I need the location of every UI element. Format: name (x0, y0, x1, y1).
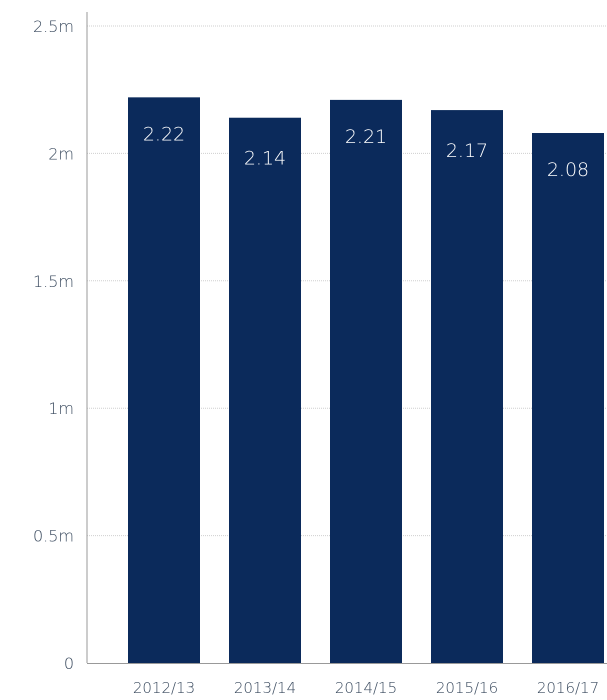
y-tick-label: 2.5m (33, 17, 74, 36)
bar-value-label: 2.21 (345, 126, 387, 148)
bar-value-label: 2.22 (143, 123, 185, 145)
bar-value-label: 2.14 (244, 148, 286, 170)
x-tick-label: 2012/13 (133, 679, 195, 697)
x-axis: 2012/13 2013/14 2014/15 2015/16 2016/17 (87, 663, 607, 697)
bar-value-label: 2.08 (547, 159, 589, 181)
x-tick-label: 2015/16 (436, 679, 498, 697)
bar-value-label: 2.17 (446, 140, 488, 162)
y-tick-label: 1m (48, 399, 74, 418)
x-tick-label: 2013/14 (234, 679, 296, 697)
y-axis: 0 0.5m 1m 1.5m 2m 2.5m (33, 12, 88, 673)
x-tick-label: 2016/17 (537, 679, 599, 697)
y-tick-label: 0 (64, 654, 74, 673)
y-tick-label: 0.5m (33, 527, 74, 546)
bar (229, 117, 301, 663)
bar (431, 110, 503, 664)
bar (330, 99, 402, 664)
x-tick-label: 2014/15 (335, 679, 397, 697)
y-tick-label: 1.5m (33, 272, 74, 291)
bars: 2.22 2.14 2.21 2.17 2.08 (128, 97, 604, 664)
bar (532, 133, 604, 664)
y-tick-label: 2m (48, 144, 74, 163)
bar (128, 97, 200, 664)
